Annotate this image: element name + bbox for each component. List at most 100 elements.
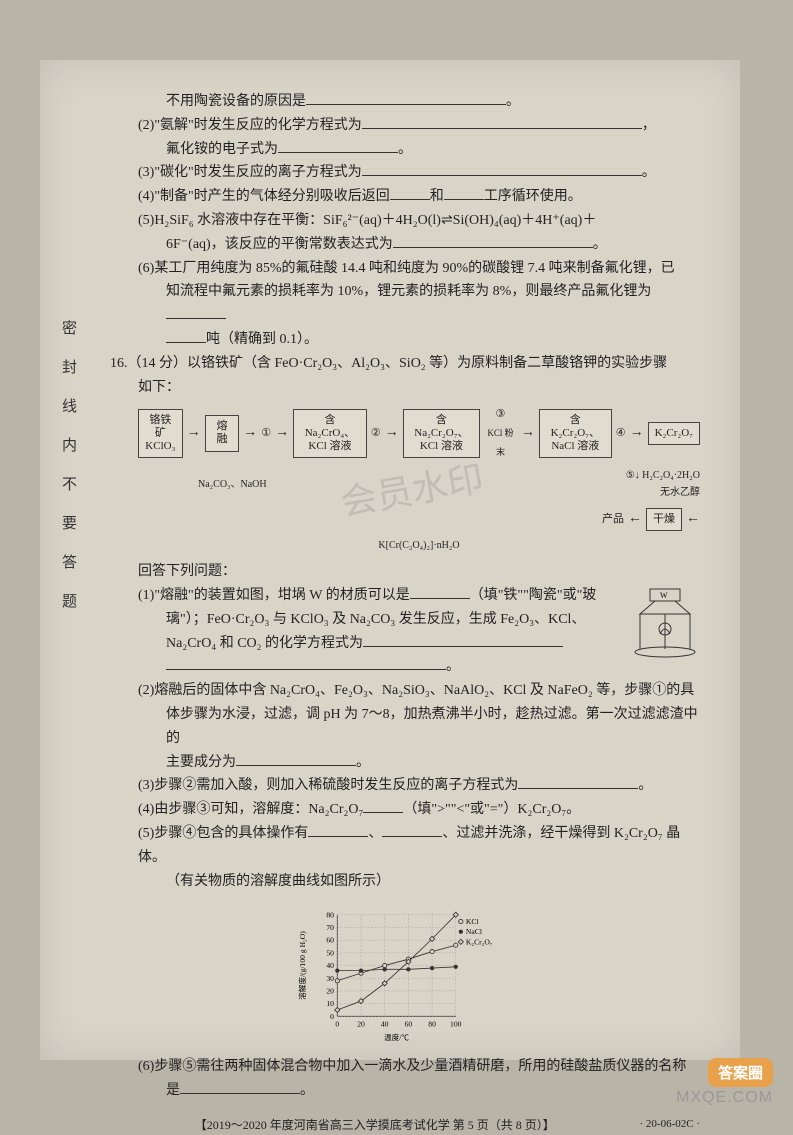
svg-text:60: 60 xyxy=(326,936,334,945)
svg-text:NaCl: NaCl xyxy=(466,928,482,937)
t: NaCl 溶液 xyxy=(551,440,599,452)
text: ， xyxy=(642,118,656,133)
arrow-icon: → xyxy=(275,421,289,445)
t: KCl 溶液 xyxy=(420,440,463,452)
svg-text:K₂Cr₂O₇: K₂Cr₂O₇ xyxy=(466,938,493,947)
svg-text:80: 80 xyxy=(428,1020,436,1029)
crucible-apparatus-icon: W xyxy=(630,584,700,659)
text: 。 xyxy=(506,94,520,109)
svg-text:80: 80 xyxy=(326,911,334,920)
flow-node-ore: 铬铁矿 KClO₃ xyxy=(138,409,183,459)
flow-product-formula: K[Cr(C₂O₄)₂]·nH₂O xyxy=(378,537,459,554)
t: 。 xyxy=(300,1083,314,1098)
t: 无水乙醇 xyxy=(660,487,700,498)
flow-node-dry: 干燥 xyxy=(646,508,682,531)
blank xyxy=(410,584,470,599)
a1d: Na₂CrO₄ 和 CO₂ 的化学方程式为 xyxy=(110,632,700,656)
t: (4)由步骤③可知，溶解度：Na₂Cr₂O₇ xyxy=(138,802,363,817)
blank xyxy=(306,90,506,105)
flow-node-sol3: 含 K₂Cr₂O₇、 NaCl 溶液 xyxy=(539,409,612,459)
arrow-icon: → xyxy=(187,421,201,445)
solubility-chart: 01020304050607080020406080100温度/℃溶解度/(g/… xyxy=(295,899,515,1049)
line-3: 氟化铵的电子式为。 xyxy=(110,138,700,162)
svg-text:溶解度/(g/100 g H₂O): 溶解度/(g/100 g H₂O) xyxy=(297,931,307,1000)
blank xyxy=(166,655,446,670)
a4: (4)由步骤③可知，溶解度：Na₂Cr₂O₇ （填">""<"或"="）K₂Cr₂… xyxy=(110,798,700,822)
exam-page: 密封线内不要答题 不用陶瓷设备的原因是。 (2)"氨解"时发生反应的化学方程式为… xyxy=(40,60,740,1060)
blank xyxy=(518,774,638,789)
line-7a: (6)某工厂用纯度为 85%的氟硅酸 14.4 吨和纯度为 90%的碳酸锂 7.… xyxy=(110,257,700,281)
text: (4)"制备"时产生的气体经分别吸收后返回 xyxy=(138,189,390,204)
step-1: ① xyxy=(261,424,271,443)
t: 含 K₂Cr₂O₇、 xyxy=(551,414,600,439)
line-6a: (5)H₂SiF₆ 水溶液中存在平衡：SiF₆²⁻(aq)＋4H₂O(l)⇌Si… xyxy=(110,209,700,233)
flow-node-sol1: 含 Na₂CrO₄、 KCl 溶液 xyxy=(293,409,367,459)
svg-text:100: 100 xyxy=(450,1020,462,1029)
text: (3)"碳化"时发生反应的离子方程式为 xyxy=(138,165,362,180)
line-1: 不用陶瓷设备的原因是。 xyxy=(110,90,700,114)
t: 。 xyxy=(356,755,370,770)
binding-margin-text: 密封线内不要答题 xyxy=(50,320,80,632)
t: (1)"熔融"的装置如图，坩埚 W 的材质可以是 xyxy=(138,588,410,603)
blank xyxy=(308,822,368,837)
a6a: (6)步骤⑤需往两种固体混合物中加入一滴水及少量酒精研磨，所用的硅酸盐质仪器的名… xyxy=(110,1055,700,1079)
svg-text:70: 70 xyxy=(326,923,334,932)
text: 氟化铵的电子式为 xyxy=(166,142,278,157)
logo-badge: 答案圈 xyxy=(708,1058,773,1087)
arrow-icon: ← xyxy=(628,507,642,531)
t: 。 xyxy=(446,659,460,674)
a6b: 是。 xyxy=(110,1079,700,1103)
svg-text:温度/℃: 温度/℃ xyxy=(384,1032,409,1042)
a3: (3)步骤②需加入酸，则加入稀硫酸时发生反应的离子方程式为。 xyxy=(110,774,700,798)
q16-head: 16.（14 分）以铬铁矿（含 FeO·Cr₂O₃、Al₂O₃、SiO₂ 等）为… xyxy=(110,352,700,376)
a1: (1)"熔融"的装置如图，坩埚 W 的材质可以是（填"铁""陶瓷"或"玻 xyxy=(110,584,700,608)
line-7b: 知流程中氟元素的损耗率为 10%，锂元素的损耗率为 8%，则最终产品氟化锂为 xyxy=(110,280,700,328)
blank xyxy=(362,161,642,176)
page-footer: 【2019～2020 年度河南省高三入学摸底考试化学 第 5 页（共 8 页）】… xyxy=(110,1115,700,1135)
svg-text:40: 40 xyxy=(326,961,334,970)
site-logo: 答案圈 MXQE.COM xyxy=(676,1058,773,1107)
blank xyxy=(390,185,430,200)
text: (2)"氨解"时发生反应的化学方程式为 xyxy=(138,118,362,133)
t: (5)步骤④包含的具体操作有 xyxy=(138,826,308,841)
t: 铬铁矿 xyxy=(149,414,171,439)
svg-text:20: 20 xyxy=(326,987,334,996)
line-7c: 吨（精确到 0.1）。 xyxy=(110,328,700,352)
footer-text: 【2019～2020 年度河南省高三入学摸底考试化学 第 5 页（共 8 页）】 xyxy=(195,1118,555,1132)
step-2: ② xyxy=(371,424,381,443)
svg-text:0: 0 xyxy=(330,1012,334,1021)
text: 和 xyxy=(430,189,444,204)
arrow-icon: → xyxy=(385,421,399,445)
blank xyxy=(166,304,226,319)
svg-text:40: 40 xyxy=(381,1020,389,1029)
a2b: 体步骤为水浸，过滤，调 pH 为 7～8，加热煮沸半小时，趁热过滤。第一次过滤滤… xyxy=(110,703,700,751)
a5: (5)步骤④包含的具体操作有、、过滤并洗涤，经干燥得到 K₂Cr₂O₇ 晶体。 xyxy=(110,822,700,870)
svg-text:20: 20 xyxy=(357,1020,365,1029)
t: KCl 粉末 xyxy=(487,428,513,457)
t: Na₂CrO₄ 和 CO₂ 的化学方程式为 xyxy=(166,636,363,651)
svg-text:W: W xyxy=(660,591,668,600)
step-3: ③ xyxy=(496,405,506,424)
a1c: 璃"）；FeO·Cr₂O₃ 与 KClO₃ 及 Na₂CO₃ 发生反应，生成 F… xyxy=(110,608,700,632)
blank xyxy=(393,233,593,248)
svg-text:0: 0 xyxy=(335,1020,339,1029)
svg-text:30: 30 xyxy=(326,974,334,983)
line-4: (3)"碳化"时发生反应的离子方程式为。 xyxy=(110,161,700,185)
q16-sub: 如下： xyxy=(110,376,700,400)
flow-node-product-final: 产品 xyxy=(602,510,624,529)
blank xyxy=(363,798,403,813)
blank xyxy=(166,328,206,343)
t: 。 xyxy=(638,778,652,793)
t: （填">""<"或"="）K₂Cr₂O₇。 xyxy=(403,802,580,817)
svg-text:KCl: KCl xyxy=(466,917,479,926)
text: 吨（精确到 0.1）。 xyxy=(206,332,318,347)
flow-diagram: 铬铁矿 KClO₃ → 熔融 → ① → 含 Na₂CrO₄、 KCl 溶液 ②… xyxy=(110,405,700,554)
blank xyxy=(180,1079,300,1094)
text: (5)H₂SiF₆ 水溶液中存在平衡：SiF₆²⁻(aq)＋4H₂O(l)⇌Si… xyxy=(138,213,596,228)
logo-url: MXQE.COM xyxy=(676,1089,773,1107)
flow-node-sol2: 含 Na₂Cr₂O₇、 KCl 溶液 xyxy=(403,409,480,459)
svg-text:60: 60 xyxy=(405,1020,413,1029)
blank xyxy=(236,751,356,766)
flow-node-melt: 熔融 xyxy=(205,415,239,451)
arrow-icon: → xyxy=(243,421,257,445)
